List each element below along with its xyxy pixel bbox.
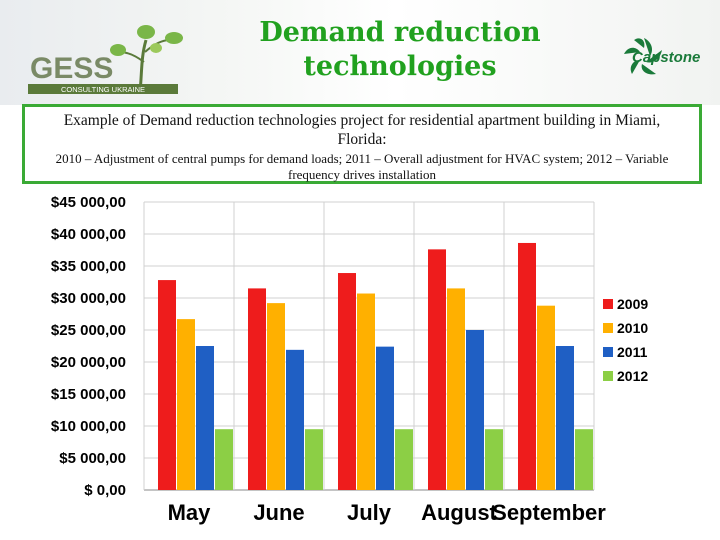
legend-label-2011: 2011 bbox=[617, 344, 648, 360]
description-box: Example of Demand reduction technologies… bbox=[22, 104, 702, 184]
bar-2012-september bbox=[575, 429, 593, 490]
description-line-1: Example of Demand reduction technologies… bbox=[63, 112, 661, 148]
logo-subtext: CONSULTING UKRAINE bbox=[61, 85, 145, 94]
bar-2009-june bbox=[248, 288, 266, 490]
gess-logo: GESS CONSULTING UKRAINE bbox=[28, 25, 183, 94]
bar-2009-september bbox=[518, 242, 536, 490]
x-category-label: June bbox=[253, 500, 304, 525]
legend-swatch-2009 bbox=[603, 299, 613, 309]
legend-label-2012: 2012 bbox=[617, 368, 648, 384]
y-tick-label: $25 000,00 bbox=[51, 322, 126, 339]
turbine-icon bbox=[624, 38, 662, 75]
logo-right-text: Capstone bbox=[632, 49, 700, 66]
page-title: Demand reduction technologies bbox=[200, 16, 600, 84]
bar-2012-may bbox=[215, 429, 233, 490]
y-tick-label: $45 000,00 bbox=[51, 194, 126, 211]
x-category-label: May bbox=[168, 500, 212, 525]
y-tick-label: $15 000,00 bbox=[51, 386, 126, 403]
legend-label-2010: 2010 bbox=[617, 320, 648, 336]
chart-bars bbox=[158, 242, 593, 490]
y-tick-label: $5 000,00 bbox=[59, 450, 126, 467]
y-tick-label: $35 000,00 bbox=[51, 258, 126, 275]
y-axis-ticks: $ 0,00 $5 000,00 $10 000,00 $15 000,00 $20 0… bbox=[51, 194, 126, 499]
bar-2010-july bbox=[357, 293, 375, 490]
capstone-logo: Capstone bbox=[624, 38, 700, 75]
x-category-label: July bbox=[347, 500, 392, 525]
bar-2011-june bbox=[286, 349, 304, 490]
legend-swatch-2010 bbox=[603, 323, 613, 333]
y-tick-label: $10 000,00 bbox=[51, 418, 126, 435]
title-line-1: Demand reduction bbox=[259, 17, 541, 48]
bar-2011-september bbox=[556, 346, 574, 490]
y-tick-label: $ 0,00 bbox=[84, 482, 126, 499]
title-line-2: technologies bbox=[303, 51, 497, 82]
bar-2011-august bbox=[466, 330, 484, 490]
chart-legend: 2009 2010 2011 2012 bbox=[603, 296, 648, 384]
bar-2011-may bbox=[196, 346, 214, 490]
legend-swatch-2011 bbox=[603, 347, 613, 357]
bar-2009-may bbox=[158, 280, 176, 490]
bar-2012-august bbox=[485, 429, 503, 490]
y-tick-label: $20 000,00 bbox=[51, 354, 126, 371]
x-category-label: August bbox=[421, 500, 497, 525]
bar-2012-july bbox=[395, 429, 413, 490]
bar-2010-june bbox=[267, 303, 285, 490]
tree-icon bbox=[110, 25, 183, 93]
y-tick-label: $40 000,00 bbox=[51, 226, 126, 243]
bar-2012-june bbox=[305, 429, 323, 490]
legend-swatch-2012 bbox=[603, 371, 613, 381]
logo-text: GESS bbox=[30, 52, 113, 85]
bar-2009-july bbox=[338, 273, 356, 490]
bar-2010-august bbox=[447, 288, 465, 490]
bar-2009-august bbox=[428, 249, 446, 490]
bar-chart: $ 0,00 $5 000,00 $10 000,00 $15 000,00 $20 0… bbox=[51, 194, 648, 525]
description-line-2: 2010 – Adjustment of central pumps for d… bbox=[55, 151, 669, 182]
bar-2010-may bbox=[177, 319, 195, 490]
bar-2011-july bbox=[376, 346, 394, 490]
y-tick-label: $30 000,00 bbox=[51, 290, 126, 307]
x-category-label: September bbox=[492, 500, 606, 525]
bar-2010-september bbox=[537, 305, 555, 490]
legend-label-2009: 2009 bbox=[617, 296, 648, 312]
